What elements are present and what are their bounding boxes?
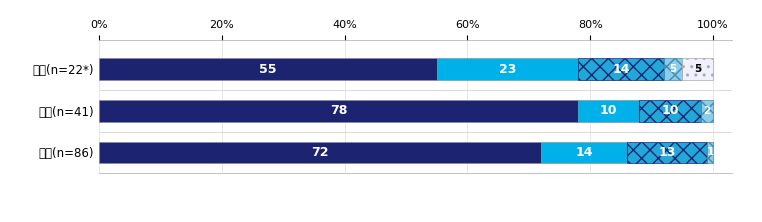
Bar (578, 100, 639, 122)
Text: 2: 2 (703, 106, 711, 116)
Text: 10: 10 (600, 104, 617, 117)
Text: 55: 55 (259, 63, 277, 76)
Text: 1: 1 (706, 147, 714, 157)
Bar (701, 100, 713, 122)
Bar (627, 142, 707, 163)
Bar (99, 100, 578, 122)
Text: 5: 5 (670, 64, 677, 74)
Bar (578, 58, 664, 80)
Text: 10: 10 (661, 104, 679, 117)
Text: 14: 14 (612, 63, 629, 76)
Bar (707, 142, 713, 163)
Text: 23: 23 (498, 63, 516, 76)
Text: 78: 78 (330, 104, 347, 117)
Bar (664, 58, 683, 80)
Bar (437, 58, 578, 80)
Text: 5: 5 (694, 64, 701, 74)
Bar (639, 100, 701, 122)
Bar (99, 142, 541, 163)
Bar (541, 142, 627, 163)
Bar (99, 58, 437, 80)
Text: 72: 72 (312, 146, 329, 159)
Text: 13: 13 (658, 146, 676, 159)
Bar (683, 58, 713, 80)
Text: 14: 14 (575, 146, 593, 159)
